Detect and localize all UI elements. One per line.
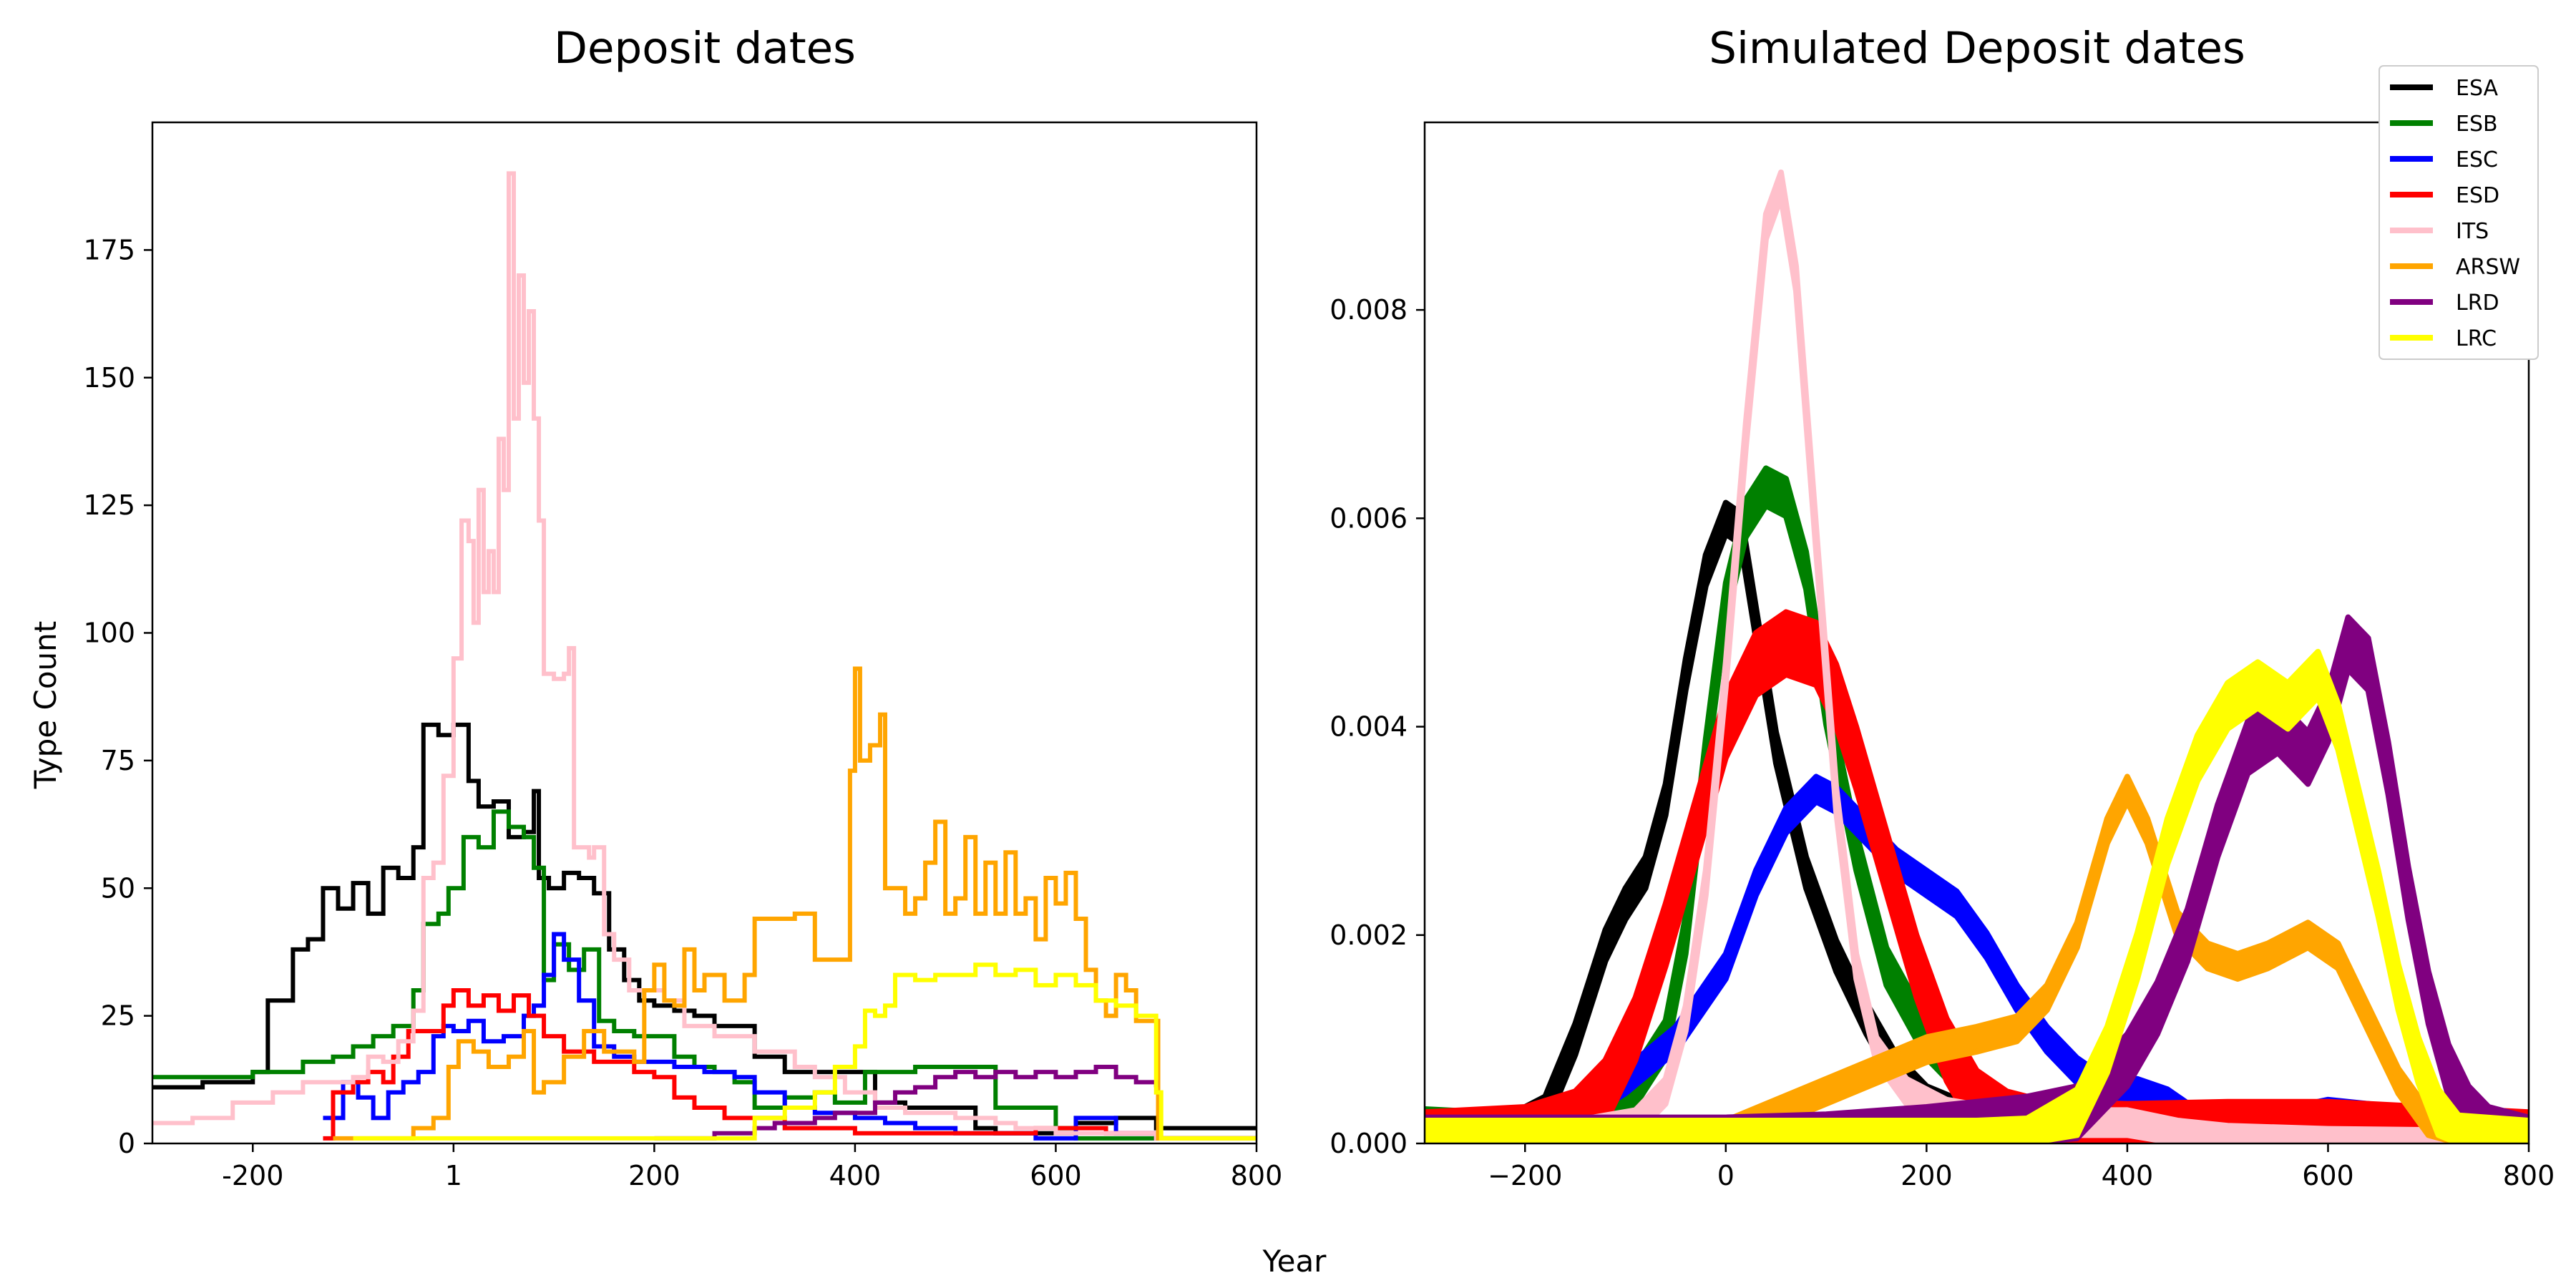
left-series-lrc-line [353,962,1257,1141]
right-series-esc-band [1425,774,2529,1143]
left-series-its-line [152,171,1257,1141]
right-plot-area [1425,169,2529,1143]
legend-label-esb: ESB [2456,112,2498,137]
left-series-lrd-line [654,1064,1158,1141]
left-y-axis-label: Type Count [28,621,63,790]
left-axes-frame [151,121,1258,1145]
right-y-tick-label: 0.004 [1330,711,1407,743]
right-chart-title: Simulated Deposit dates [1709,23,2245,74]
right-series-arsw-band [1425,774,2529,1143]
right-series-lrc-band [1425,648,2529,1143]
left-series-esc-line [323,932,1257,1141]
left-axis-ticks: -200 1 200 400 600 800 0 25 50 75 100 125 150 175 [83,234,1282,1191]
legend-label-esc: ESC [2456,147,2498,172]
left-plot-area [152,171,1257,1141]
right-series-esd-band [1425,609,2529,1143]
legend-label-esa: ESA [2456,76,2499,101]
right-y-tick-label: 0.006 [1330,502,1407,534]
left-series-esa-line [152,722,1257,1136]
left-chart-title: Deposit dates [554,23,856,74]
left-y-tick-label: 0 [118,1128,135,1159]
right-y-tick-label: 0.000 [1330,1128,1407,1159]
left-y-tick-label: 150 [83,362,135,394]
legend-label-its: ITS [2456,219,2489,244]
right-chart: Simulated Deposit dates −200 0 200 400 600 80… [1330,23,2555,1191]
left-x-tick-label: -200 [222,1160,283,1191]
right-x-tick-label: 200 [1901,1160,1953,1191]
left-x-tick-label: 600 [1030,1160,1082,1191]
legend-label-lrc: LRC [2456,326,2497,351]
legend-label-arsw: ARSW [2456,255,2520,280]
shared-x-axis-label: Year [1262,1244,1327,1279]
left-y-tick-label: 175 [83,234,135,265]
right-series-lrd-band [1425,614,2529,1143]
left-chart: Deposit dates Type Count -200 1 200 400 600 8… [28,23,1282,1191]
left-x-tick-label: 400 [829,1160,882,1191]
right-x-tick-label: −200 [1488,1160,1562,1191]
left-y-tick-label: 50 [101,872,135,904]
right-x-tick-label: 400 [2102,1160,2154,1191]
left-y-tick-label: 125 [83,489,135,521]
legend-box [2379,65,2539,360]
right-axes-frame [1423,121,2530,1145]
right-x-tick-label: 600 [2302,1160,2354,1191]
legend-label-esd: ESD [2456,183,2499,208]
right-axis-ticks: −200 0 200 400 600 800 0.000 0.002 0.004 0.006 0.0… [1330,294,2555,1191]
right-y-tick-label: 0.008 [1330,294,1407,326]
left-y-tick-label: 75 [101,745,135,776]
legend-label-lrd: LRD [2456,291,2499,316]
right-series-esa-band [1425,499,2529,1143]
right-x-tick-label: 0 [1717,1160,1735,1191]
right-y-tick-label: 0.002 [1330,919,1407,951]
left-y-tick-label: 100 [83,618,135,649]
left-x-tick-label: 800 [1231,1160,1283,1191]
left-y-tick-label: 25 [101,1000,135,1032]
left-series-arsw-line [333,666,1257,1141]
left-x-tick-label: 200 [628,1160,680,1191]
left-series-esd-line [323,987,1257,1141]
legend: ESA ESB ESC ESD ITS ARSW LRD LRC [2379,65,2539,360]
right-series-its-band [1425,169,2529,1143]
left-x-tick-label: 1 [445,1160,462,1191]
right-x-tick-label: 800 [2503,1160,2555,1191]
